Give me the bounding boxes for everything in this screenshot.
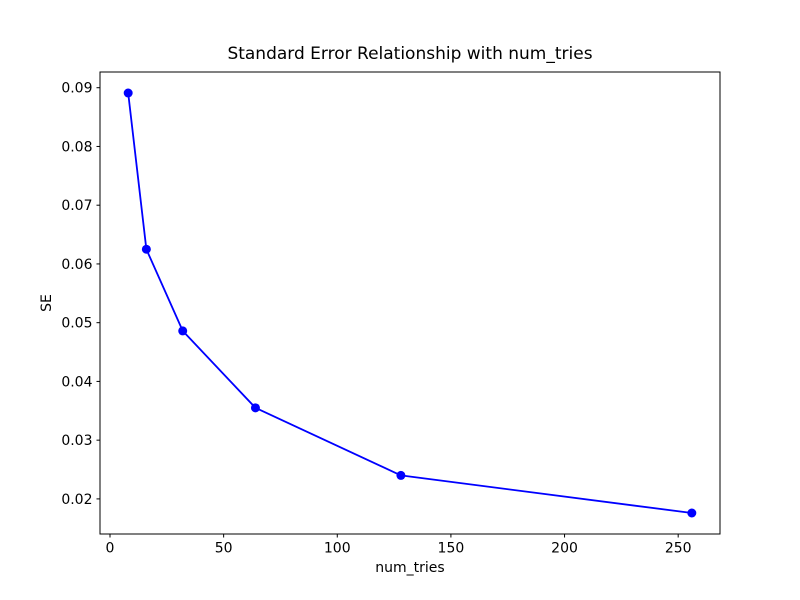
data-point [178,326,188,336]
y-tick-label: 0.02 [61,492,92,508]
x-tick-label: 200 [551,541,578,557]
y-tick-label: 0.09 [61,81,92,97]
x-axis-label: num_tries [375,560,445,576]
data-point [250,403,260,413]
chart-title: Standard Error Relationship with num_tri… [227,44,593,64]
data-point [123,88,133,98]
x-tick-label: 250 [665,541,692,557]
x-tick-label: 50 [215,541,233,557]
data-point [141,244,151,254]
y-tick-label: 0.08 [61,139,92,155]
x-tick-label: 0 [106,541,115,557]
y-tick-label: 0.06 [61,257,92,273]
x-tick-label: 150 [438,541,465,557]
data-point [396,470,406,480]
y-tick-label: 0.05 [61,316,92,332]
y-tick-label: 0.07 [61,198,92,214]
y-tick-label: 0.04 [61,374,92,390]
data-point [687,508,697,518]
series-line [127,92,693,514]
x-tick-label: 100 [324,541,351,557]
axes-frame [99,71,721,535]
y-tick-label: 0.03 [61,433,92,449]
